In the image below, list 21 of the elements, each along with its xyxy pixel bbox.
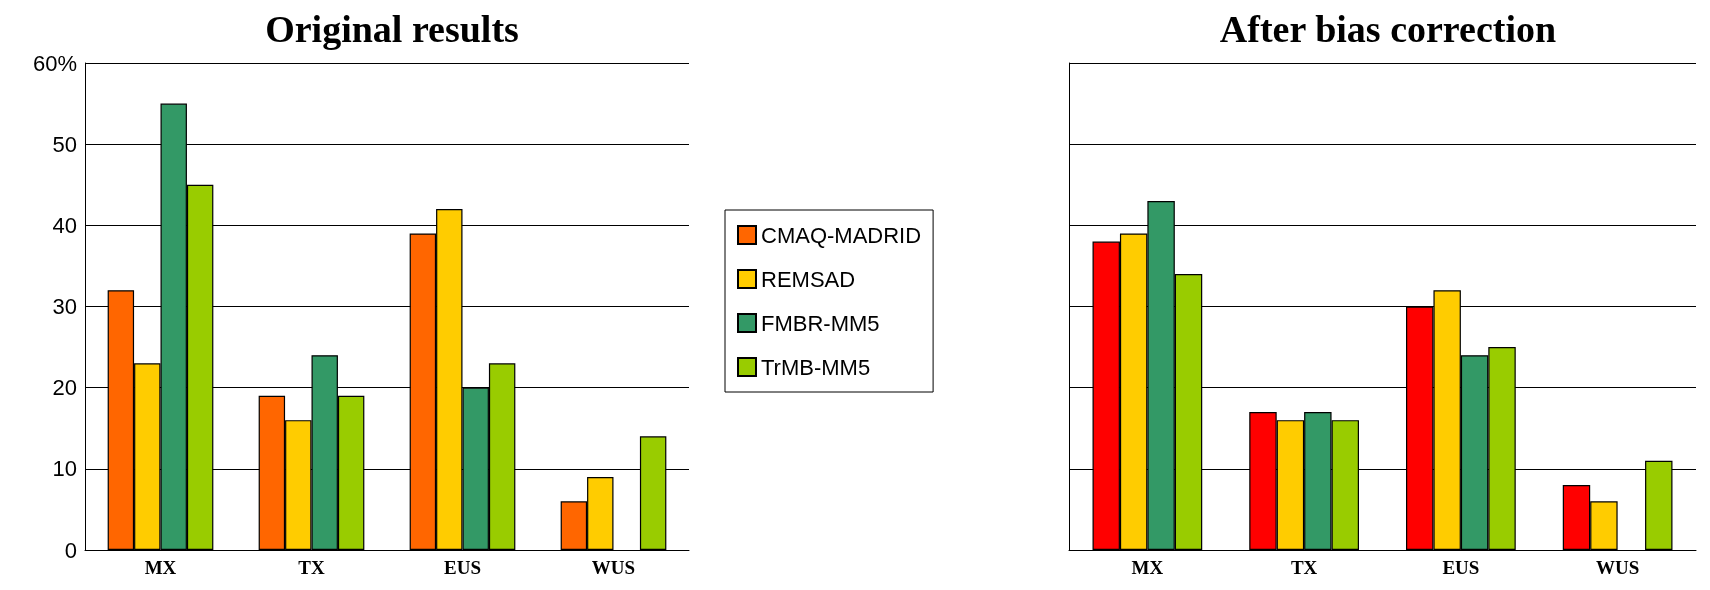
x-tick-label: TX [298,557,325,578]
legend-label: FMBR-MM5 [761,310,880,336]
y-tick-label: 50 [52,131,77,157]
y-tick-label: 60% [32,50,77,76]
legend-label: REMSAD [761,266,856,292]
legend-label: CMAQ-MADRID [761,222,922,248]
x-tick-label: EUS [444,557,481,578]
x-tick-label: EUS [1442,557,1480,578]
x-tick-label: MX [144,557,177,578]
y-tick-label: 0 [64,537,77,563]
legend-label: TrMB-MM5 [761,354,871,380]
y-tick-label: 20 [52,375,77,401]
y-tick-label: 40 [52,212,77,238]
x-tick-label: WUS [591,557,636,578]
chart-title: After bias correction [1219,8,1557,50]
y-tick-label: 10 [52,456,77,482]
x-tick-label: WUS [1595,557,1640,578]
y-tick-label: 30 [52,294,77,319]
x-tick-label: MX [1131,557,1164,578]
x-tick-label: TX [1290,557,1318,578]
chart-title: Original results [265,8,519,50]
